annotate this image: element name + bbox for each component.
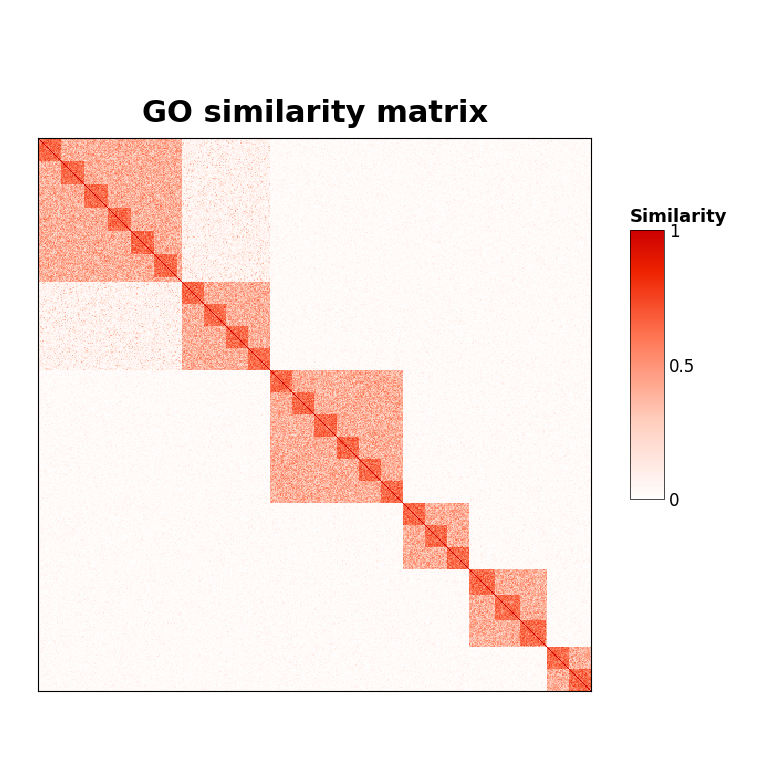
Title: GO similarity matrix: GO similarity matrix: [142, 98, 488, 127]
Text: Similarity: Similarity: [630, 208, 727, 226]
